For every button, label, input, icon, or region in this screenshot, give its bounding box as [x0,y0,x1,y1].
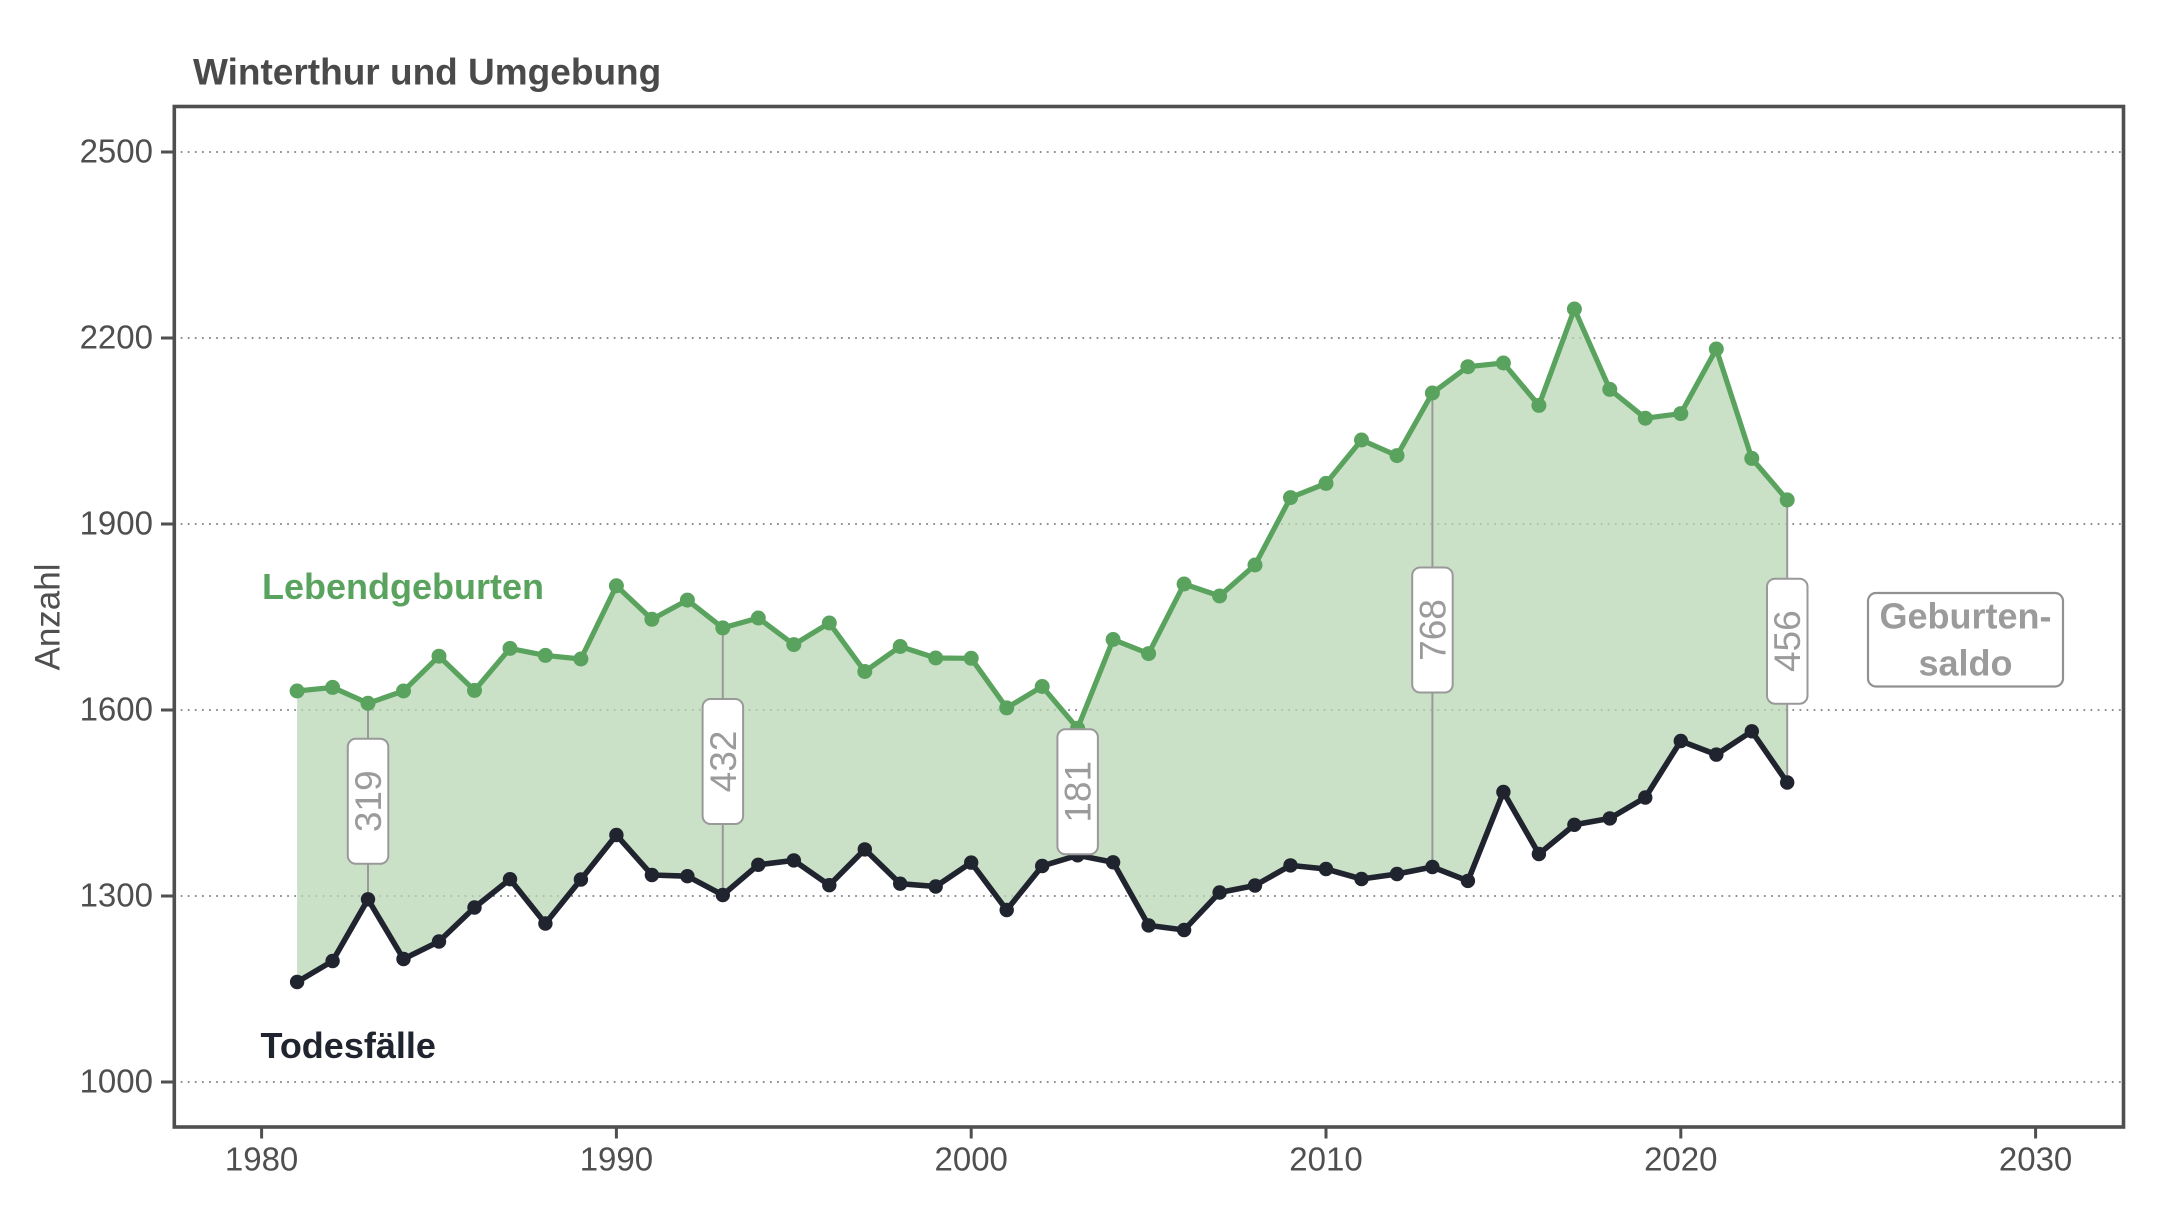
svg-text:1990: 1990 [580,1141,653,1178]
svg-text:456: 456 [1767,610,1808,672]
svg-text:768: 768 [1412,599,1453,661]
svg-text:2000: 2000 [934,1141,1007,1178]
svg-text:saldo: saldo [1918,643,2012,684]
svg-text:2200: 2200 [80,319,153,356]
svg-text:Winterthur und Umgebung: Winterthur und Umgebung [193,52,661,93]
svg-text:1900: 1900 [80,505,153,542]
svg-text:Anzahl: Anzahl [29,563,68,670]
svg-text:2030: 2030 [1999,1141,2072,1178]
svg-text:432: 432 [703,731,744,793]
svg-text:1000: 1000 [80,1063,153,1100]
svg-text:2010: 2010 [1289,1141,1362,1178]
svg-text:319: 319 [348,770,389,832]
svg-text:1600: 1600 [80,691,153,728]
svg-text:2020: 2020 [1644,1141,1717,1178]
svg-text:1980: 1980 [225,1141,298,1178]
svg-text:2500: 2500 [80,133,153,170]
svg-text:Todesfälle: Todesfälle [261,1025,436,1066]
svg-text:Lebendgeburten: Lebendgeburten [262,566,544,607]
svg-text:1300: 1300 [80,877,153,914]
svg-text:181: 181 [1058,761,1099,823]
svg-text:Geburten-: Geburten- [1879,596,2051,637]
